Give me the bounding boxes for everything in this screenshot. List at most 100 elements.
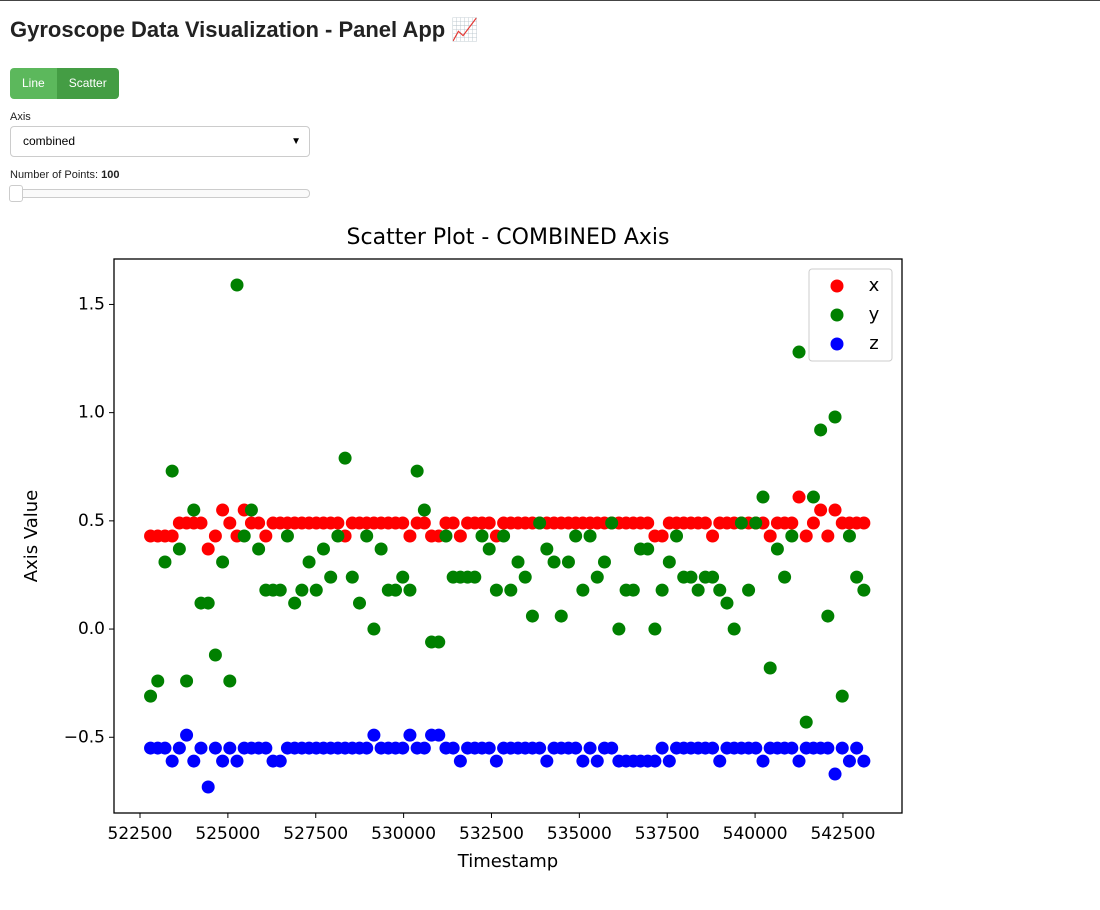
point bbox=[799, 715, 813, 729]
point bbox=[367, 728, 381, 742]
point bbox=[770, 542, 784, 556]
point bbox=[482, 741, 496, 755]
point bbox=[763, 529, 777, 543]
point bbox=[698, 516, 712, 530]
x-tick-label: 542500 bbox=[810, 824, 875, 844]
point bbox=[201, 542, 215, 556]
point bbox=[597, 555, 611, 569]
point bbox=[489, 583, 503, 597]
point bbox=[561, 555, 575, 569]
point bbox=[446, 516, 460, 530]
point bbox=[280, 529, 294, 543]
point bbox=[792, 754, 806, 768]
point bbox=[533, 741, 547, 755]
point bbox=[850, 741, 864, 755]
slider-track[interactable] bbox=[10, 189, 310, 198]
plot-frame bbox=[113, 258, 903, 814]
point bbox=[691, 583, 705, 597]
point bbox=[482, 516, 496, 530]
point bbox=[295, 583, 309, 597]
point bbox=[360, 529, 374, 543]
point bbox=[223, 741, 237, 755]
point bbox=[345, 570, 359, 584]
point bbox=[706, 741, 720, 755]
axis-value: combined bbox=[23, 134, 76, 148]
point bbox=[165, 464, 179, 478]
point bbox=[482, 542, 496, 556]
point bbox=[547, 555, 561, 569]
point bbox=[590, 754, 604, 768]
point bbox=[497, 529, 511, 543]
point bbox=[648, 622, 662, 636]
point bbox=[338, 451, 352, 465]
chart: Scatter Plot - COMBINED Axis Timestamp Axi… bbox=[21, 225, 903, 872]
point bbox=[252, 516, 266, 530]
scatter-button[interactable]: Scatter bbox=[56, 68, 119, 99]
point bbox=[684, 570, 698, 584]
x-axis-label: Timestamp bbox=[457, 851, 558, 872]
point bbox=[273, 583, 287, 597]
point bbox=[648, 754, 662, 768]
point bbox=[403, 728, 417, 742]
point bbox=[857, 516, 871, 530]
point bbox=[237, 529, 251, 543]
point bbox=[223, 674, 237, 688]
point bbox=[403, 529, 417, 543]
point bbox=[518, 570, 532, 584]
point bbox=[806, 516, 820, 530]
x-tick-label: 537500 bbox=[635, 824, 700, 844]
point bbox=[172, 542, 186, 556]
point bbox=[706, 570, 720, 584]
point bbox=[821, 529, 835, 543]
point bbox=[223, 516, 237, 530]
point bbox=[590, 570, 604, 584]
point bbox=[230, 278, 244, 292]
line-button[interactable]: Line bbox=[10, 68, 57, 99]
point bbox=[144, 689, 158, 703]
point bbox=[417, 503, 431, 517]
point bbox=[230, 754, 244, 768]
point bbox=[187, 503, 201, 517]
point bbox=[814, 503, 828, 517]
point bbox=[828, 767, 842, 781]
slider-title: Number of Points: bbox=[10, 169, 99, 181]
x-tick-label: 535000 bbox=[547, 824, 612, 844]
point bbox=[201, 596, 215, 610]
point bbox=[446, 741, 460, 755]
point bbox=[792, 490, 806, 504]
x-tick-label: 530000 bbox=[371, 824, 436, 844]
point bbox=[626, 583, 640, 597]
point bbox=[734, 516, 748, 530]
legend-marker bbox=[830, 279, 844, 293]
point bbox=[662, 555, 676, 569]
point bbox=[785, 516, 799, 530]
chart-title: Scatter Plot - COMBINED Axis bbox=[347, 225, 670, 250]
point bbox=[713, 754, 727, 768]
x-tick-label: 525000 bbox=[195, 824, 260, 844]
slider-handle[interactable] bbox=[9, 185, 23, 202]
legend-label: x bbox=[869, 275, 880, 296]
point bbox=[180, 728, 194, 742]
axis-select[interactable]: combined ▼ bbox=[10, 126, 310, 157]
point bbox=[540, 542, 554, 556]
point bbox=[835, 741, 849, 755]
point bbox=[389, 583, 403, 597]
point bbox=[374, 542, 388, 556]
point bbox=[158, 741, 172, 755]
point bbox=[410, 464, 424, 478]
point bbox=[655, 583, 669, 597]
point bbox=[670, 529, 684, 543]
legend-marker bbox=[830, 308, 844, 322]
point bbox=[194, 516, 208, 530]
point bbox=[850, 570, 864, 584]
point bbox=[475, 529, 489, 543]
point bbox=[756, 754, 770, 768]
point bbox=[605, 516, 619, 530]
x-tick-label: 527500 bbox=[283, 824, 348, 844]
point bbox=[302, 555, 316, 569]
point bbox=[742, 583, 756, 597]
point bbox=[821, 609, 835, 623]
point bbox=[489, 754, 503, 768]
point bbox=[749, 741, 763, 755]
